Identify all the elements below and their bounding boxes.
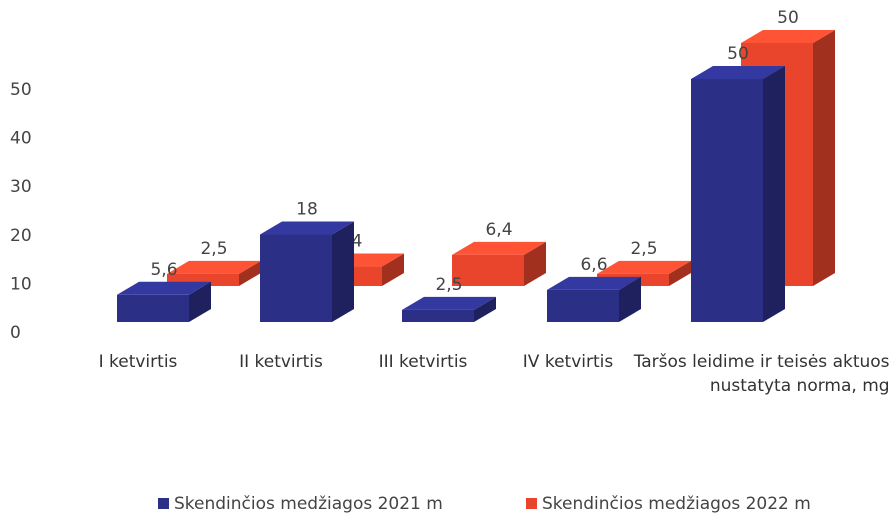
bar-side: [474, 296, 496, 322]
data-label: 6,6: [580, 255, 607, 275]
bar-top: [741, 30, 835, 43]
bar: [691, 66, 785, 322]
x-tick-label: Taršos leidime ir teisės aktuose nustaty…: [633, 352, 889, 396]
bar-front: [452, 254, 524, 286]
legend-label: Skendinčios medžiagos 2022 m: [542, 494, 811, 514]
bar-front: [402, 309, 474, 322]
bar-top: [691, 66, 785, 79]
y-tick-label: 40: [10, 129, 32, 149]
bar: [452, 241, 546, 286]
bar-side: [619, 276, 641, 322]
bar-side: [813, 30, 835, 286]
x-tick-label: II ketvirtis: [239, 352, 323, 372]
data-label: 2,5: [200, 239, 227, 259]
x-tick-label: IV ketvirtis: [522, 352, 614, 372]
bar: [402, 296, 496, 322]
bar-side: [382, 253, 404, 286]
bar-side: [189, 281, 211, 322]
bar-front: [691, 79, 763, 322]
data-label: 18: [296, 200, 318, 220]
bar-side: [524, 241, 546, 286]
bar: [547, 276, 641, 322]
bar: [260, 221, 354, 322]
x-tick-label: III ketvirtis: [378, 352, 468, 372]
data-label: 6,4: [485, 220, 512, 240]
data-label: 2,5: [435, 275, 462, 295]
bar-top: [452, 241, 546, 255]
data-label: 50: [727, 44, 749, 64]
data-label: 2,5: [630, 239, 657, 259]
bar-front: [547, 289, 619, 322]
bar: [117, 281, 211, 322]
y-tick-label: 50: [10, 80, 32, 100]
bar-top: [167, 260, 261, 274]
y-tick-label: 0: [10, 323, 21, 343]
x-tick-label: I ketvirtis: [98, 352, 178, 372]
bar-top: [117, 281, 211, 295]
data-label: 5,6: [150, 260, 177, 280]
bar-top: [402, 296, 496, 310]
data-label: 4: [352, 232, 363, 252]
legend-label: Skendinčios medžiagos 2021 m: [174, 494, 443, 514]
bar-side: [763, 66, 785, 322]
legend-swatch: [158, 498, 169, 509]
bar-front: [260, 234, 332, 322]
bar-side: [332, 221, 354, 322]
data-label: 50: [777, 8, 799, 28]
y-tick-label: 30: [10, 177, 32, 197]
y-tick-label: 10: [10, 274, 32, 294]
bar-side: [669, 260, 691, 286]
bar-top: [547, 276, 641, 290]
bar-top: [597, 260, 691, 274]
bar-top: [260, 221, 354, 235]
bar-front: [117, 294, 189, 322]
bar-side: [239, 260, 261, 286]
y-tick-label: 20: [10, 226, 32, 246]
legend-swatch: [526, 498, 537, 509]
